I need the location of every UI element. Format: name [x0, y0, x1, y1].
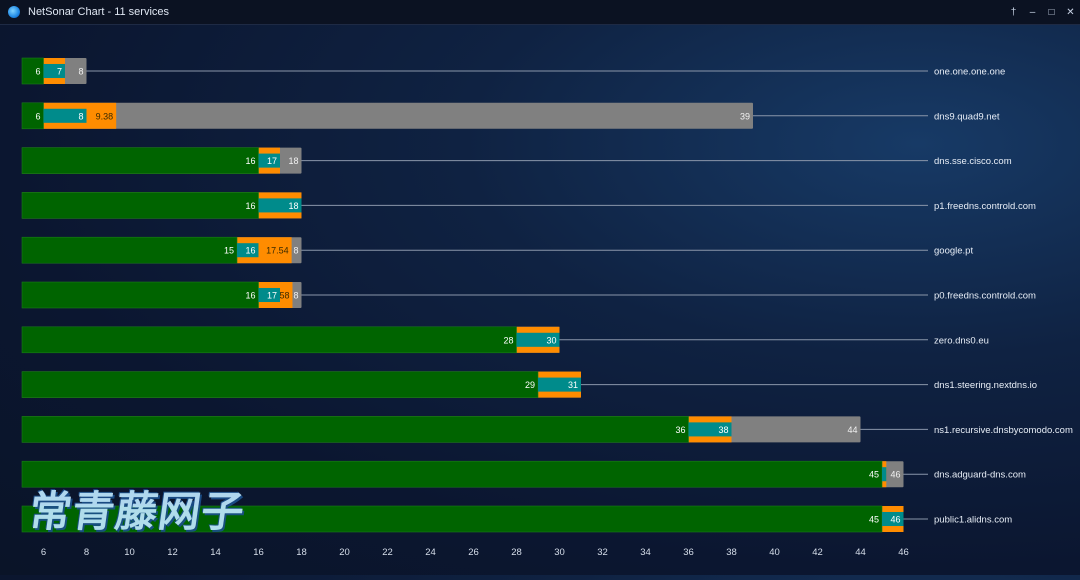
min-value-label: 45: [869, 515, 879, 525]
bar-average: [688, 422, 732, 437]
x-tick-label: 16: [253, 547, 264, 558]
avg-value-label: 18: [288, 201, 298, 211]
max-value-label: 39: [740, 111, 750, 121]
avg-value-label: 31: [568, 380, 578, 390]
percentile-value-label: 17.54: [266, 246, 289, 256]
bar-min: [21, 281, 259, 309]
max-value-label: 8: [293, 291, 298, 301]
avg-value-label: 16: [245, 246, 255, 256]
bar-min: [21, 236, 238, 264]
max-value-label: 18: [288, 156, 298, 166]
bar-min: [21, 147, 259, 174]
bar-average: [882, 467, 887, 482]
bar-average: [258, 198, 302, 213]
service-name-label: one.one.one.one: [934, 67, 1005, 78]
min-value-label: 6: [35, 67, 40, 77]
avg-value-label: 46: [890, 515, 900, 525]
x-tick-label: 6: [41, 547, 46, 558]
x-tick-label: 32: [597, 547, 608, 558]
bar-average: [43, 63, 65, 79]
x-tick-label: 40: [769, 547, 780, 558]
service-name-label: dns.sse.cisco.com: [934, 156, 1012, 167]
chart-area: 6 7 8 one.one.one.one 6 8 9.38 39 dns9.quad9.net…: [0, 24, 1080, 575]
bar-average: [258, 153, 280, 168]
service-name-label: google.pt: [934, 246, 973, 257]
percentile-value-label: 58: [279, 291, 289, 301]
x-tick-label: 42: [812, 547, 823, 558]
bar-average: [43, 108, 87, 123]
maximize-icon[interactable]: □: [1048, 6, 1055, 18]
bar-max: [22, 102, 753, 129]
service-name-label: ns1.recursive.dnsbycomodo.com: [934, 425, 1073, 436]
min-value-label: 16: [245, 201, 255, 211]
app-logo-icon: [8, 6, 20, 18]
service-name-label: zero.dns0.eu: [934, 335, 989, 346]
min-value-label: 6: [35, 111, 40, 121]
min-value-label: 28: [503, 335, 513, 345]
min-value-label: 29: [525, 380, 535, 390]
bar-min: [21, 326, 517, 354]
avg-value-label: 17: [267, 291, 277, 301]
watermark-text: 常青藤网子: [26, 487, 249, 536]
x-tick-label: 20: [339, 547, 350, 558]
avg-value-label: 38: [718, 425, 728, 435]
max-value-label: 8: [293, 246, 298, 256]
service-name-label: dns.adguard-dns.com: [934, 470, 1026, 481]
max-value-label: 8: [78, 67, 83, 77]
bar-average: [258, 287, 280, 303]
x-tick-label: 34: [640, 547, 651, 558]
x-tick-label: 10: [124, 547, 135, 558]
x-tick-label: 18: [296, 547, 307, 558]
close-icon[interactable]: ✕: [1066, 6, 1075, 18]
service-name-label: p0.freedns.controld.com: [934, 291, 1036, 302]
x-tick-label: 22: [382, 547, 393, 558]
service-name-label: p1.freedns.controld.com: [934, 201, 1036, 212]
bar-average: [538, 377, 581, 392]
pin-icon[interactable]: †: [1010, 6, 1017, 18]
bar-min: [21, 416, 689, 443]
x-tick-label: 28: [511, 547, 522, 558]
x-tick-label: 44: [855, 547, 866, 558]
x-tick-label: 8: [84, 547, 89, 558]
avg-value-label: 7: [57, 67, 62, 77]
avg-value-label: 30: [546, 335, 556, 345]
window-controls: † – □ ✕: [1004, 0, 1080, 24]
min-value-label: 15: [224, 246, 234, 256]
min-value-label: 16: [245, 291, 255, 301]
bar-min: [21, 371, 539, 398]
avg-value-label: 8: [78, 111, 83, 121]
percentile-value-label: 9.38: [96, 111, 114, 121]
min-value-label: 45: [869, 470, 879, 480]
x-tick-label: 14: [210, 547, 221, 558]
title-bar: NetSonar Chart - 11 services † – □ ✕: [0, 0, 1080, 25]
x-tick-label: 46: [898, 547, 909, 558]
service-name-label: dns1.steering.nextdns.io: [934, 380, 1037, 391]
bar-min: [21, 505, 883, 533]
x-tick-label: 30: [554, 547, 565, 558]
x-tick-label: 38: [726, 547, 737, 558]
avg-value-label: 17: [267, 156, 277, 166]
max-value-label: 46: [890, 470, 900, 480]
max-value-label: 44: [847, 425, 857, 435]
x-tick-label: 12: [167, 547, 178, 558]
min-value-label: 16: [245, 156, 255, 166]
window-title: NetSonar Chart - 11 services: [28, 6, 170, 18]
minimize-icon[interactable]: –: [1029, 6, 1036, 18]
bar-min: [21, 192, 259, 219]
bar-average: [237, 243, 259, 258]
min-value-label: 36: [675, 425, 685, 435]
x-tick-label: 24: [425, 547, 436, 558]
service-name-label: dns9.quad9.net: [934, 111, 1000, 122]
bar-average: [882, 511, 904, 527]
service-name-label: public1.alidns.com: [934, 515, 1012, 526]
x-tick-label: 26: [468, 547, 479, 558]
latency-chart: 6 7 8 one.one.one.one 6 8 9.38 39 dns9.quad9.net…: [21, 57, 1073, 558]
bar-average: [516, 332, 560, 347]
x-tick-label: 36: [683, 547, 694, 558]
